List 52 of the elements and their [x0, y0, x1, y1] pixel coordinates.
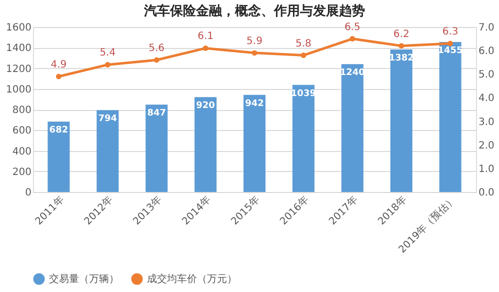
data-label: 794	[98, 114, 118, 124]
y-tick-label: 400	[12, 146, 32, 158]
y-tick-label: 600	[12, 126, 32, 137]
bar	[341, 64, 364, 192]
data-label: 847	[147, 108, 166, 119]
point	[56, 74, 62, 80]
legend-label: 交易量（万辆）	[49, 273, 119, 285]
data-label: 920	[196, 101, 215, 112]
data-label: 5.4	[100, 48, 116, 59]
data-label: 4.9	[50, 60, 67, 70]
bar	[390, 49, 412, 192]
bar	[243, 94, 266, 192]
y-tick-label: 800	[12, 105, 32, 116]
point	[350, 36, 356, 42]
point	[448, 40, 454, 46]
data-label: 6.3	[442, 26, 458, 38]
point	[398, 43, 404, 49]
y2-tick-label: 0.0	[478, 188, 494, 198]
y-tick-label: 1400	[6, 43, 32, 54]
y2-tick-label: 2.0	[478, 140, 494, 152]
y2-tick-label: 1.0	[478, 164, 494, 175]
chart-title: 汽车保险金融，概念、作用与发展趋势	[143, 2, 365, 19]
data-label: 6.2	[393, 28, 410, 40]
bar	[146, 104, 168, 192]
bar	[292, 84, 314, 192]
legend-label: 成交均车价（万元）	[147, 273, 237, 285]
point	[104, 62, 110, 68]
bar	[194, 97, 217, 192]
point	[154, 57, 160, 63]
y-tick-label: 200	[12, 166, 32, 178]
data-label: 5.8	[295, 38, 312, 50]
point	[202, 45, 208, 51]
y2-tick-label: 4.0	[478, 93, 494, 104]
y2-tick-label: 3.0	[478, 116, 494, 128]
y2-tick-label: 6.0	[478, 46, 494, 58]
data-label: 682	[49, 126, 68, 136]
data-label: 5.6	[148, 43, 165, 54]
y2-tick-label: 5.0	[478, 70, 494, 81]
point	[252, 50, 258, 56]
bar	[96, 110, 119, 192]
y2-tick-label: 7.0	[478, 22, 494, 34]
data-label: 942	[245, 98, 264, 109]
y-tick-label: 1000	[6, 84, 32, 96]
bar	[48, 122, 70, 192]
data-label: 6.5	[344, 22, 360, 33]
y-tick-label: 1600	[6, 22, 32, 34]
y-tick-label: 1200	[6, 64, 32, 75]
data-label: 6.1	[198, 31, 214, 42]
data-label: 5.9	[246, 36, 262, 47]
point	[300, 52, 306, 58]
y-tick-label: 0	[25, 188, 32, 198]
bar	[439, 42, 462, 192]
